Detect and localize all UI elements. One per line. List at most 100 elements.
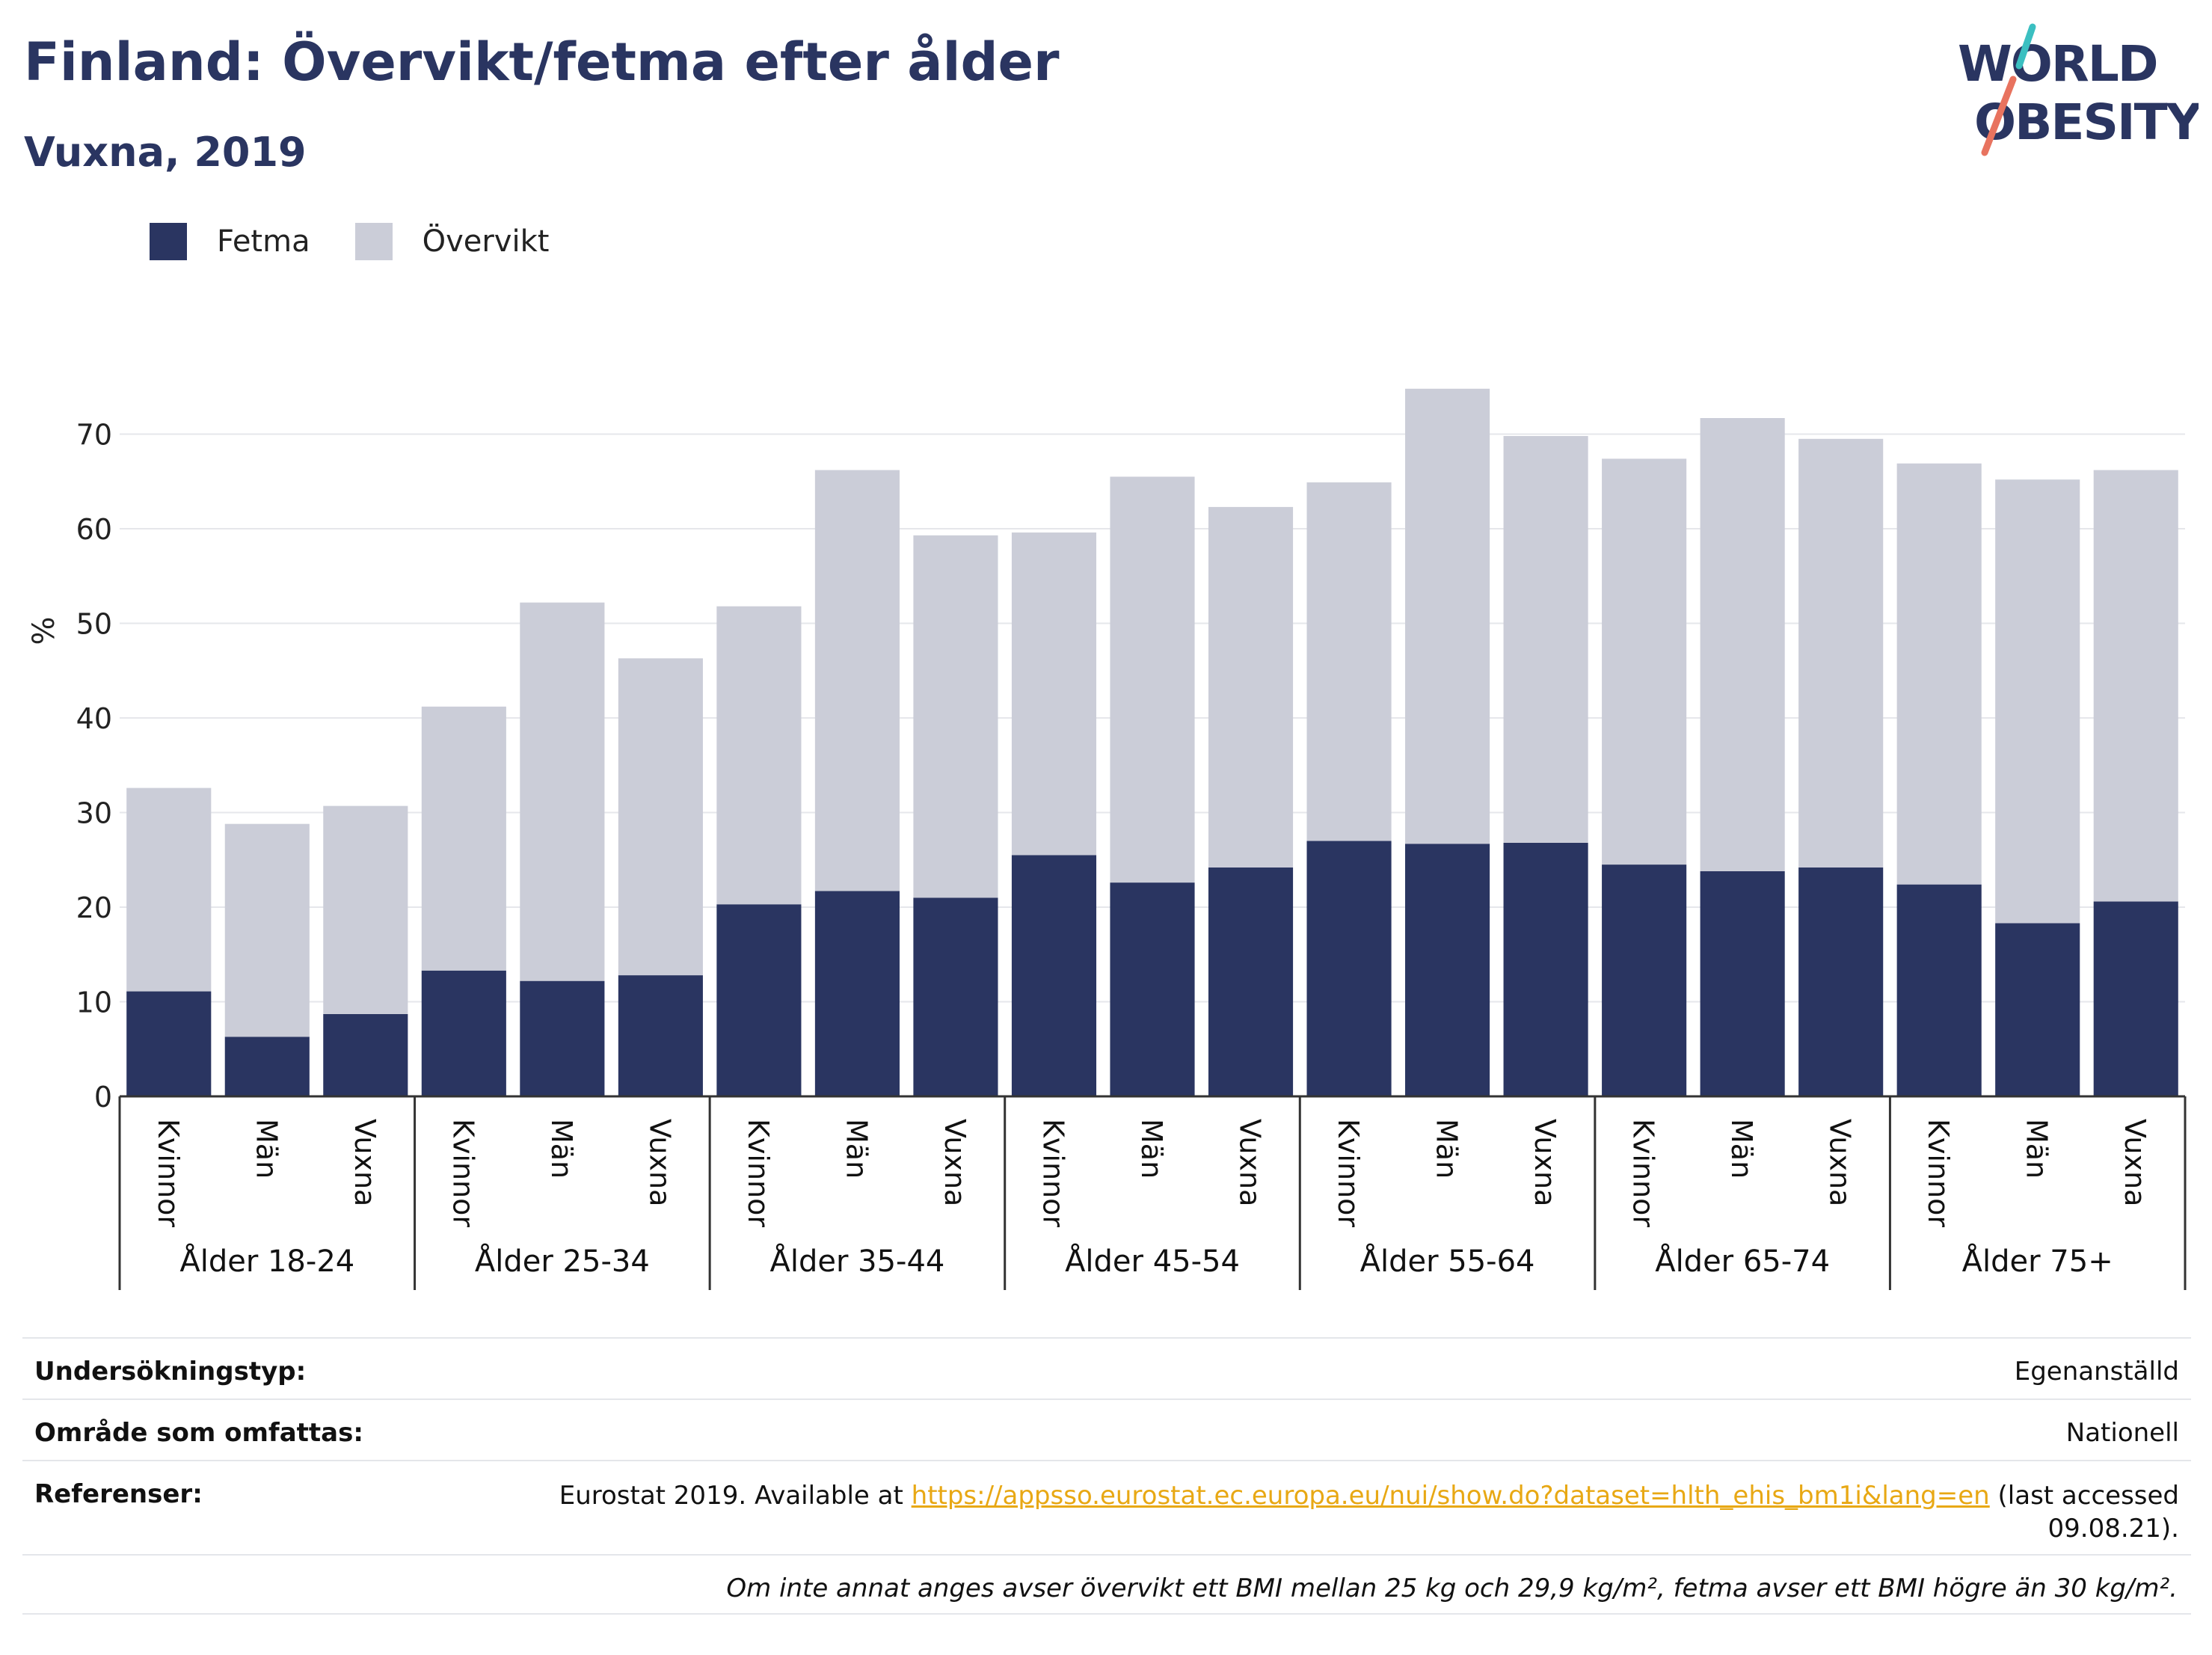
bar-overvikt	[1700, 417, 1785, 871]
bar-overvikt	[520, 602, 605, 981]
bar-overvikt	[1306, 482, 1392, 841]
bar-fetma	[421, 970, 506, 1096]
reference-suffix: (last accessed	[1997, 1481, 2179, 1511]
x-subcategory-label: Män	[1431, 1119, 1463, 1179]
x-subcategory-label: Vuxna	[938, 1119, 971, 1206]
bar-overvikt	[814, 470, 900, 891]
info-row-survey: Undersökningstyp: Egenanställd	[22, 1337, 2191, 1398]
bar-overvikt	[421, 706, 506, 971]
x-subcategory-label: Män	[545, 1119, 578, 1179]
y-tick-label: 40	[76, 702, 112, 735]
bar-fetma	[618, 975, 703, 1096]
x-subcategory-label: Kvinnor	[152, 1119, 185, 1227]
survey-type-value: Egenanställd	[2014, 1357, 2179, 1387]
legend-swatch-fetma	[150, 223, 187, 260]
stacked-bar-chart: 0 10 20 30 40 50 60 70% Kvinnor Män Vuxna Kvinnor Mä…	[27, 388, 2187, 1290]
bar-fetma	[716, 904, 802, 1096]
x-subcategory-label: Män	[250, 1119, 283, 1179]
world-obesity-logo: WORLD OBESITY	[1958, 23, 2199, 156]
x-subcategory-label: Män	[840, 1119, 873, 1179]
bar-fetma	[520, 980, 605, 1096]
bar-fetma	[1405, 844, 1490, 1096]
reference-prefix: Eurostat 2019. Available at	[559, 1481, 903, 1511]
bar-fetma	[2093, 901, 2178, 1096]
bar-overvikt	[1208, 506, 1294, 868]
bar-overvikt	[1011, 532, 1097, 856]
bmi-note: Om inte annat anges avser övervikt ett B…	[726, 1573, 2178, 1603]
x-subcategory-label: Kvinnor	[1332, 1119, 1365, 1227]
x-group-label: Ålder 65-74	[1655, 1243, 1830, 1279]
page-subtitle: Vuxna, 2019	[24, 129, 307, 176]
x-group-label: Ålder 75+	[1962, 1243, 2113, 1279]
x-group-label: Ålder 25-34	[475, 1243, 650, 1279]
bar-fetma	[1602, 865, 1687, 1096]
bar-overvikt	[716, 606, 802, 905]
bar-fetma	[1503, 842, 1588, 1096]
legend-item-fetma: Fetma	[150, 223, 310, 260]
x-subcategory-label: Vuxna	[643, 1119, 676, 1206]
x-subcategory-label: Kvinnor	[1627, 1119, 1660, 1227]
y-tick-label: 20	[76, 891, 112, 924]
x-subcategory-label: Män	[2021, 1119, 2053, 1179]
bar-overvikt	[1798, 438, 1884, 868]
x-subcategory-label: Kvinnor	[1036, 1119, 1069, 1227]
y-tick-label: 10	[76, 986, 112, 1019]
bar-overvikt	[1896, 463, 1982, 885]
bar-overvikt	[224, 823, 310, 1037]
y-tick-label: 70	[76, 419, 112, 452]
info-row-area: Område som omfattas: Nationell	[22, 1398, 2191, 1460]
legend-label-overvikt: Övervikt	[422, 224, 550, 259]
x-subcategory-label: Kvinnor	[446, 1119, 479, 1227]
bar-fetma	[1700, 871, 1785, 1096]
bar-overvikt	[126, 787, 212, 992]
legend-label-fetma: Fetma	[217, 224, 310, 259]
bar-overvikt	[1405, 388, 1490, 844]
legend-item-overvikt: Övervikt	[354, 223, 550, 260]
bar-overvikt	[1995, 479, 2080, 924]
bar-fetma	[1110, 882, 1195, 1096]
x-subcategory-label: Män	[1135, 1119, 1168, 1179]
bar-fetma	[1306, 841, 1392, 1096]
bar-fetma	[913, 897, 998, 1096]
survey-type-label: Undersökningstyp:	[34, 1357, 307, 1387]
y-tick-label: 50	[76, 608, 112, 641]
x-subcategory-label: Kvinnor	[742, 1119, 775, 1227]
bar-fetma	[1798, 867, 1884, 1096]
info-row-references: Referenser: Eurostat 2019. Available at …	[22, 1460, 2191, 1554]
bar-fetma	[1011, 855, 1097, 1096]
x-subcategory-label: Män	[1725, 1119, 1758, 1179]
x-subcategory-label: Vuxna	[1529, 1119, 1561, 1206]
bar-overvikt	[1110, 476, 1195, 883]
x-subcategory-label: Vuxna	[1234, 1119, 1267, 1206]
x-subcategory-label: Kvinnor	[1922, 1119, 1955, 1227]
bar-overvikt	[1503, 436, 1588, 843]
y-tick-label: 60	[76, 513, 112, 546]
area-label: Område som omfattas:	[34, 1418, 363, 1448]
y-axis-label: %	[27, 616, 61, 645]
bar-overvikt	[1602, 458, 1687, 865]
x-subcategory-label: Vuxna	[2119, 1119, 2151, 1206]
x-subcategory-label: Vuxna	[348, 1119, 381, 1206]
y-tick-label: 0	[94, 1081, 112, 1114]
bottom-divider	[22, 1613, 2191, 1615]
references-label: Referenser:	[34, 1479, 203, 1509]
chart-legend: Fetma Övervikt	[150, 223, 594, 260]
bar-fetma	[814, 891, 900, 1096]
bar-fetma	[126, 991, 212, 1096]
bar-overvikt	[618, 658, 703, 976]
svg-text:WORLD: WORLD	[1958, 35, 2157, 93]
references-value: Eurostat 2019. Available at https://apps…	[559, 1479, 2179, 1545]
x-group-label: Ålder 45-54	[1065, 1243, 1240, 1279]
x-subcategory-label: Vuxna	[1824, 1119, 1857, 1206]
bar-overvikt	[2093, 470, 2178, 902]
x-group-label: Ålder 55-64	[1360, 1243, 1535, 1279]
x-group-label: Ålder 18-24	[179, 1243, 354, 1279]
bar-fetma	[323, 1013, 408, 1096]
page-title: Finland: Övervikt/fetma efter ålder	[24, 31, 1060, 93]
bar-overvikt	[323, 805, 408, 1014]
reference-link[interactable]: https://appsso.eurostat.ec.europa.eu/nui…	[911, 1481, 1990, 1511]
bar-overvikt	[913, 535, 998, 898]
svg-text:OBESITY: OBESITY	[1974, 93, 2199, 151]
bar-fetma	[1208, 867, 1294, 1096]
area-value: Nationell	[2065, 1418, 2179, 1448]
